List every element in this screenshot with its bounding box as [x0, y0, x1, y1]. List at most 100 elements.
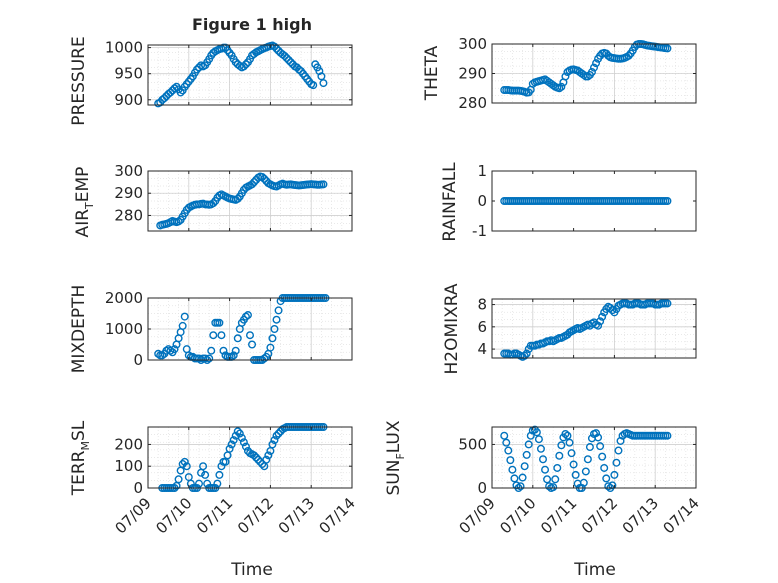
data-point — [587, 68, 596, 77]
data-point — [231, 346, 240, 355]
data-point — [319, 180, 328, 189]
data-point — [274, 429, 283, 438]
data-point — [602, 474, 611, 483]
data-point — [274, 306, 283, 315]
data-point — [266, 343, 275, 352]
data-point — [237, 433, 246, 442]
data-point — [215, 318, 224, 327]
data-point — [192, 65, 201, 74]
axes-box — [147, 170, 353, 232]
data-point — [565, 438, 574, 447]
data-point — [590, 63, 599, 72]
axes-box — [147, 44, 353, 106]
y-tick-label: 900 — [114, 91, 143, 109]
data-point — [235, 429, 244, 438]
panel-sun-flux: SUNFLUX Time 050007/0907/1007/1107/1207/… — [384, 420, 703, 580]
data-point — [270, 325, 279, 334]
data-point — [166, 346, 175, 355]
data-point — [506, 456, 515, 465]
data-point — [663, 431, 672, 440]
y-tick-label: 280 — [458, 94, 487, 112]
data-point — [260, 174, 269, 183]
data-point — [563, 431, 572, 440]
y-tick-label: 0 — [133, 479, 143, 497]
data-point — [608, 481, 617, 490]
data-point — [270, 42, 279, 51]
data-point — [539, 455, 548, 464]
data-point — [260, 354, 269, 363]
data-point — [180, 312, 189, 321]
y-tick-label: 0 — [133, 351, 143, 369]
data-point — [170, 84, 179, 93]
data-point — [612, 458, 621, 467]
y-tick-label: -1 — [472, 222, 487, 240]
data-point — [245, 331, 254, 340]
y-axis-label-pressure: PRESSURE — [69, 36, 89, 125]
data-point — [264, 451, 273, 460]
data-point — [286, 58, 295, 67]
x-tick-label: 07/09 — [112, 494, 155, 537]
axes-box — [491, 298, 697, 359]
data-point — [248, 180, 257, 189]
data-point — [248, 340, 257, 349]
data-point — [549, 483, 558, 492]
panel-terr-msl: TERRMSL Time 0 100 200 07/0907/1007/1107/12… — [69, 420, 359, 580]
data-point — [268, 334, 277, 343]
data-point — [284, 56, 293, 65]
y-tick-label: 290 — [458, 65, 487, 83]
data-point — [258, 172, 267, 181]
data-point — [518, 473, 527, 482]
data-point — [532, 428, 541, 437]
data-point — [598, 312, 607, 321]
data-point — [543, 475, 552, 484]
data-point — [270, 436, 279, 445]
axes-box — [147, 426, 353, 489]
data-point — [520, 462, 529, 471]
data-point — [217, 462, 226, 471]
data-point — [174, 217, 183, 226]
y-tick-label: 1 — [477, 162, 487, 180]
panel-pressure: PRESSURE 900 950 1000 — [69, 36, 353, 126]
data-point — [592, 59, 601, 68]
data-point — [545, 482, 554, 491]
data-point — [614, 446, 623, 455]
data-point — [534, 435, 543, 444]
data-point — [549, 81, 558, 90]
data-point — [600, 463, 609, 472]
data-point — [624, 51, 633, 60]
axes-box — [491, 426, 697, 489]
data-point — [233, 334, 242, 343]
panel-h2omixra: H2OMIXRA 4 6 8 — [442, 283, 697, 375]
data-point — [207, 346, 216, 355]
x-tick-label: 07/11 — [193, 494, 236, 537]
data-point — [555, 451, 564, 460]
data-point — [209, 199, 218, 208]
data-point — [174, 475, 183, 484]
data-point — [536, 444, 545, 453]
data-point — [592, 429, 601, 438]
data-point — [160, 94, 169, 103]
y-tick-label: 290 — [114, 184, 143, 202]
data-point — [227, 440, 236, 449]
y-axis-label-theta: THETA — [422, 45, 442, 101]
data-point — [268, 440, 277, 449]
data-point — [596, 442, 605, 451]
data-point — [604, 482, 613, 491]
data-point — [598, 452, 607, 461]
x-tick-label: 07/09 — [456, 494, 499, 537]
data-point — [610, 470, 619, 479]
data-point — [663, 196, 672, 205]
data-point — [199, 462, 208, 471]
y-tick-label: 0 — [477, 192, 487, 210]
x-axis-label-time-right: Time — [573, 560, 616, 580]
data-point — [205, 354, 214, 363]
x-tick-label: 07/13 — [275, 494, 318, 537]
y-axis-label-terr-msl: TERRMSL — [69, 420, 92, 496]
data-point — [201, 470, 210, 479]
data-point — [571, 470, 580, 479]
data-point — [282, 54, 291, 63]
x-axis-label-time-left: Time — [230, 560, 273, 580]
y-axis-label-h2omixra: H2OMIXRA — [442, 283, 462, 374]
data-point — [215, 470, 224, 479]
